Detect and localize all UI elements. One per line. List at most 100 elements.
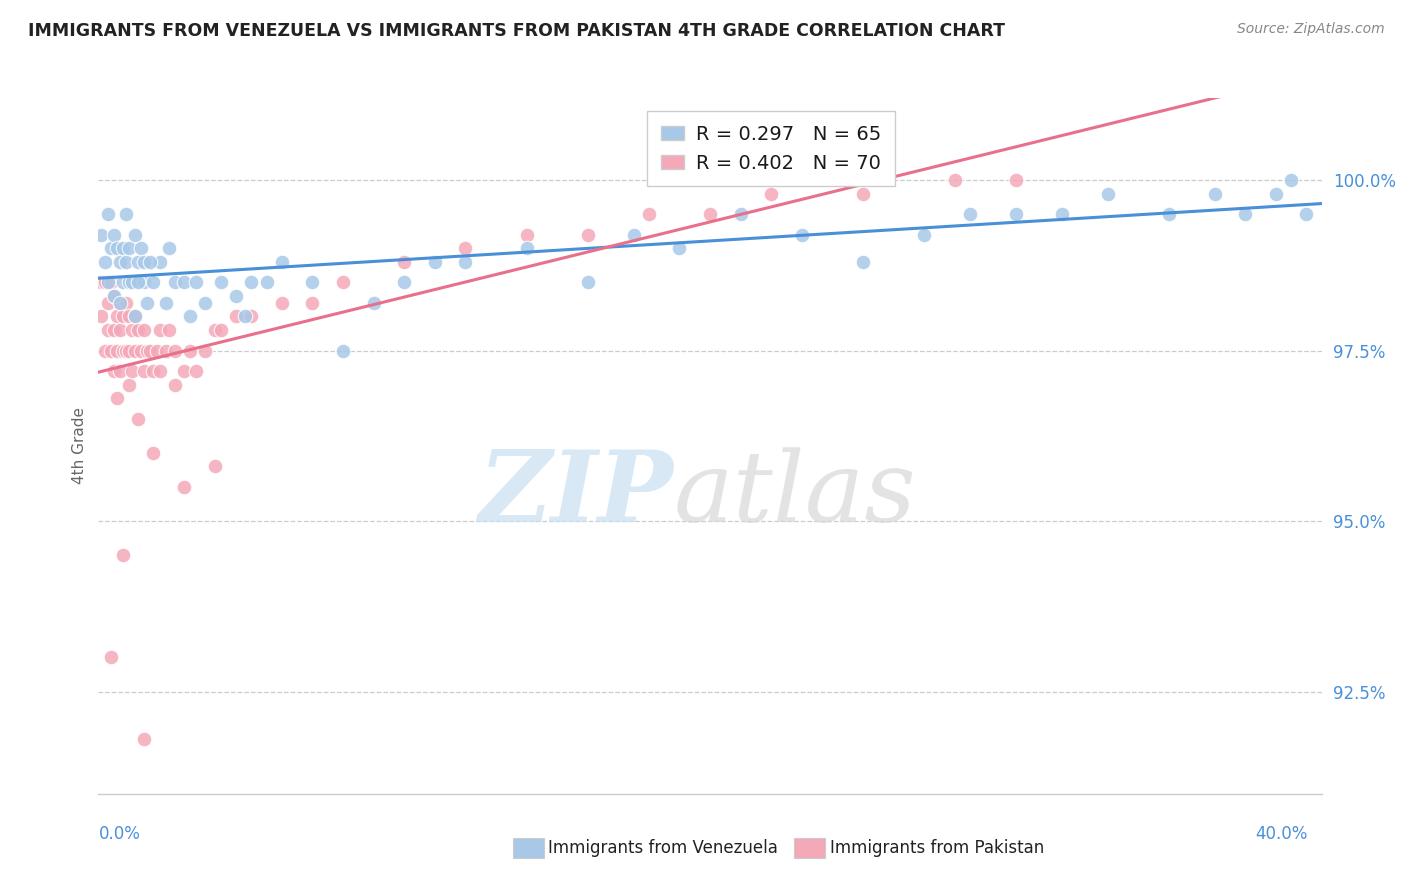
Point xyxy=(97,275,120,289)
Point xyxy=(1004,173,1026,187)
Point xyxy=(111,310,134,324)
Point xyxy=(103,289,125,303)
Point xyxy=(301,275,323,289)
Y-axis label: 4th Grade: 4th Grade xyxy=(72,408,87,484)
Point xyxy=(363,295,385,310)
Point xyxy=(136,295,159,310)
Point xyxy=(121,323,143,337)
Point xyxy=(225,310,247,324)
Point xyxy=(256,275,278,289)
Point xyxy=(121,275,143,289)
Point xyxy=(118,310,141,324)
Point xyxy=(194,295,217,310)
Point xyxy=(118,241,141,255)
Point xyxy=(423,255,446,269)
Point xyxy=(155,295,177,310)
Point xyxy=(103,323,125,337)
Point xyxy=(332,343,354,358)
Point xyxy=(186,275,208,289)
Text: 0.0%: 0.0% xyxy=(98,825,141,843)
Point xyxy=(173,275,195,289)
Point xyxy=(115,207,138,221)
Legend: R = 0.297   N = 65, R = 0.402   N = 70: R = 0.297 N = 65, R = 0.402 N = 70 xyxy=(647,112,896,186)
Point xyxy=(124,310,146,324)
Point xyxy=(637,207,661,221)
Point xyxy=(100,241,122,255)
Point xyxy=(730,207,752,221)
Point xyxy=(115,255,138,269)
Text: Immigrants from Pakistan: Immigrants from Pakistan xyxy=(830,839,1043,857)
Point xyxy=(1295,207,1317,221)
Point xyxy=(111,275,134,289)
Point xyxy=(105,310,128,324)
Point xyxy=(103,289,125,303)
Point xyxy=(90,275,112,289)
Text: Source: ZipAtlas.com: Source: ZipAtlas.com xyxy=(1237,22,1385,37)
Point xyxy=(118,275,141,289)
Point xyxy=(852,255,875,269)
Point xyxy=(173,480,195,494)
Point xyxy=(1050,207,1073,221)
Point xyxy=(97,323,120,337)
Point xyxy=(576,275,599,289)
Point xyxy=(124,310,146,324)
Point xyxy=(270,255,294,269)
Point xyxy=(163,343,186,358)
Point xyxy=(233,310,256,324)
Text: 40.0%: 40.0% xyxy=(1256,825,1308,843)
Point xyxy=(157,323,180,337)
Point xyxy=(204,459,226,474)
Point xyxy=(301,295,323,310)
Point xyxy=(108,323,131,337)
Point xyxy=(699,207,721,221)
Point xyxy=(124,343,146,358)
Point xyxy=(136,343,159,358)
Point xyxy=(157,241,180,255)
Point xyxy=(392,275,416,289)
Point xyxy=(149,255,172,269)
Point xyxy=(145,343,167,358)
Point xyxy=(115,295,138,310)
Point xyxy=(225,289,247,303)
Point xyxy=(576,227,599,242)
Point xyxy=(454,241,477,255)
Point xyxy=(852,186,875,201)
Point xyxy=(790,227,813,242)
Point xyxy=(93,275,115,289)
Point xyxy=(108,295,131,310)
Point xyxy=(118,343,141,358)
Point xyxy=(100,650,122,665)
Point xyxy=(912,227,935,242)
Point xyxy=(108,364,131,378)
Point xyxy=(105,343,128,358)
Point xyxy=(118,377,141,392)
Point xyxy=(163,275,186,289)
Point xyxy=(100,275,122,289)
Point xyxy=(1157,207,1180,221)
Point xyxy=(149,364,172,378)
Point xyxy=(111,241,134,255)
Point xyxy=(668,241,690,255)
Point xyxy=(124,227,146,242)
Point xyxy=(516,241,538,255)
Point xyxy=(142,446,165,460)
Point xyxy=(209,323,232,337)
Point xyxy=(97,207,120,221)
Point xyxy=(127,323,149,337)
Point xyxy=(97,295,120,310)
Point xyxy=(129,241,152,255)
Text: ZIP: ZIP xyxy=(478,447,673,543)
Text: IMMIGRANTS FROM VENEZUELA VS IMMIGRANTS FROM PAKISTAN 4TH GRADE CORRELATION CHAR: IMMIGRANTS FROM VENEZUELA VS IMMIGRANTS … xyxy=(28,22,1005,40)
Point xyxy=(100,343,122,358)
Point xyxy=(134,275,156,289)
Point xyxy=(149,323,172,337)
Point xyxy=(163,377,186,392)
Text: atlas: atlas xyxy=(673,447,917,542)
Point xyxy=(127,275,149,289)
Point xyxy=(142,275,165,289)
Point xyxy=(105,241,128,255)
Point xyxy=(761,186,783,201)
Point xyxy=(1234,207,1257,221)
Point xyxy=(134,732,156,747)
Point xyxy=(111,548,134,562)
